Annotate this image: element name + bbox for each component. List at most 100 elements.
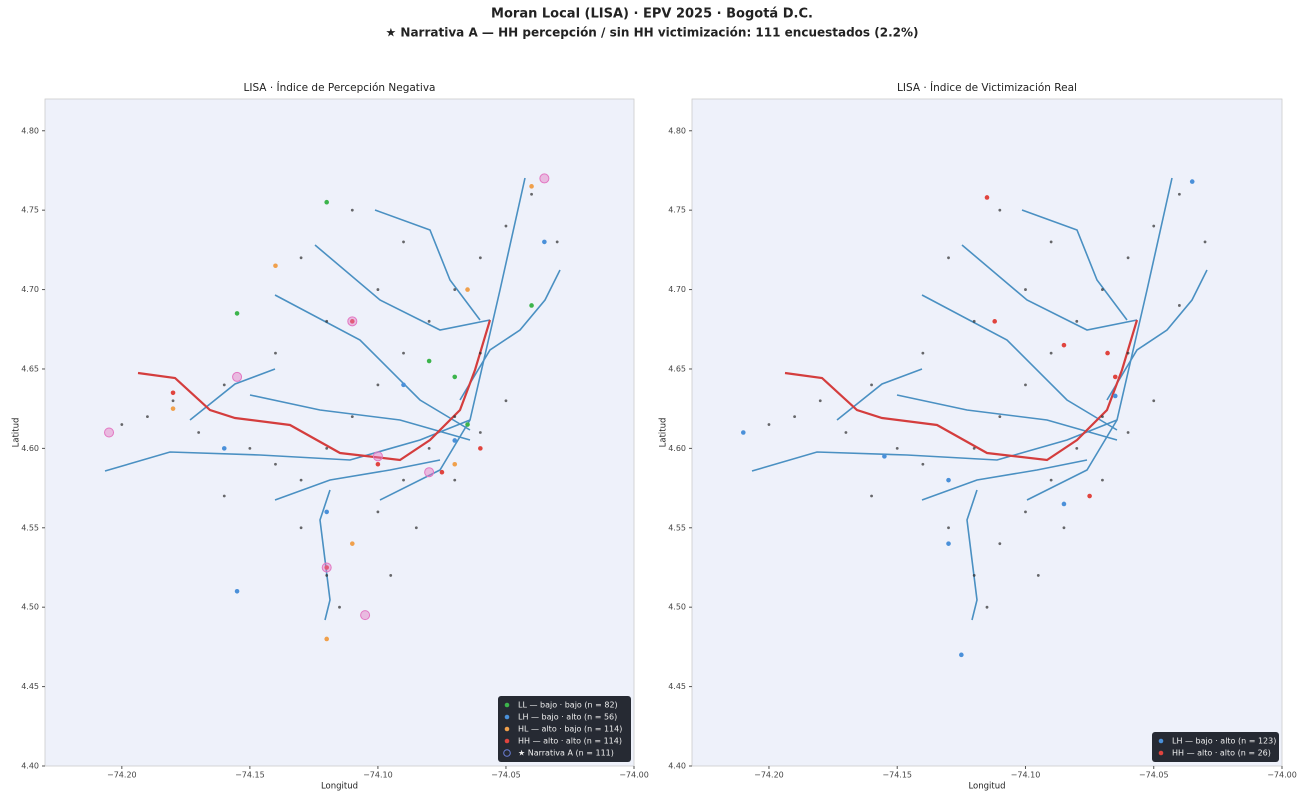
point bbox=[465, 422, 470, 427]
point bbox=[170, 406, 176, 411]
point bbox=[426, 358, 432, 364]
point bbox=[985, 605, 989, 609]
figure-title: Moran Local (LISA) · EPV 2025 · Bogotá D… bbox=[491, 7, 813, 22]
point bbox=[424, 467, 435, 478]
point bbox=[1036, 574, 1040, 577]
y-tick-label: 4.50 bbox=[21, 603, 39, 612]
legend-label: HH — alto · alto (n = 114) bbox=[518, 737, 622, 746]
y-tick-label: 4.70 bbox=[21, 285, 39, 294]
point bbox=[1126, 256, 1130, 260]
x-tick-label: −74.15 bbox=[882, 771, 912, 780]
point bbox=[274, 351, 277, 355]
figure-subtitle: ★ Narrativa A — HH percepción / sin HH v… bbox=[385, 26, 918, 40]
plot-area bbox=[44, 98, 635, 767]
point bbox=[1152, 224, 1156, 228]
point bbox=[972, 574, 976, 577]
point bbox=[465, 287, 470, 292]
x-axis-label: Longitud bbox=[968, 782, 1005, 792]
point bbox=[1203, 240, 1207, 244]
legend-label: LL — bajo · bajo (n = 82) bbox=[518, 701, 618, 710]
point bbox=[120, 423, 124, 426]
point bbox=[504, 399, 508, 403]
x-tick-label: −74.05 bbox=[491, 771, 521, 780]
point bbox=[1105, 350, 1110, 356]
point bbox=[222, 383, 226, 387]
point bbox=[530, 192, 533, 196]
x-tick-label: −74.00 bbox=[619, 771, 649, 780]
point bbox=[350, 541, 355, 546]
y-tick-label: 4.70 bbox=[668, 285, 686, 294]
legend-marker bbox=[504, 726, 510, 732]
point bbox=[321, 562, 332, 573]
legend-box bbox=[1152, 732, 1279, 762]
point bbox=[998, 208, 1002, 212]
point bbox=[402, 478, 405, 482]
point bbox=[1024, 383, 1027, 387]
point bbox=[222, 494, 226, 498]
point bbox=[427, 319, 431, 323]
legend-label: HL — alto · bajo (n = 114) bbox=[518, 725, 622, 734]
x-tick-label: −74.15 bbox=[235, 771, 265, 780]
y-axis-label: Latitud bbox=[12, 418, 22, 448]
point bbox=[984, 195, 990, 200]
point bbox=[1024, 288, 1027, 291]
y-tick-label: 4.75 bbox=[668, 206, 686, 215]
y-tick-label: 4.75 bbox=[21, 206, 39, 215]
panel: LISA · Índice de Percepción Negativa Long… bbox=[12, 81, 649, 792]
point bbox=[1101, 415, 1104, 419]
point bbox=[870, 383, 873, 387]
y-tick-label: 4.80 bbox=[668, 126, 686, 135]
point bbox=[946, 541, 951, 546]
point bbox=[1062, 526, 1066, 530]
legend-marker bbox=[504, 702, 510, 708]
point bbox=[542, 239, 547, 245]
point bbox=[325, 574, 329, 577]
point bbox=[402, 351, 405, 355]
point bbox=[529, 184, 534, 189]
point bbox=[376, 383, 380, 387]
legend-label: LH — bajo · alto (n = 56) bbox=[518, 713, 617, 722]
point bbox=[998, 542, 1002, 546]
point bbox=[338, 605, 341, 609]
point bbox=[350, 415, 354, 419]
point bbox=[895, 446, 899, 450]
panel-title: LISA · Índice de Percepción Negativa bbox=[244, 81, 436, 94]
point bbox=[1061, 501, 1067, 507]
point bbox=[402, 240, 405, 244]
y-tick-label: 4.55 bbox=[668, 523, 686, 532]
point bbox=[1024, 510, 1027, 514]
point bbox=[1112, 374, 1118, 380]
point bbox=[921, 462, 925, 466]
point bbox=[299, 478, 303, 482]
point bbox=[324, 199, 329, 205]
y-tick-label: 4.50 bbox=[668, 603, 686, 612]
point bbox=[947, 526, 950, 530]
point bbox=[992, 319, 997, 324]
point bbox=[376, 288, 380, 291]
point bbox=[529, 303, 534, 308]
y-tick-label: 4.40 bbox=[668, 762, 686, 771]
legend-label: HH — alto · alto (n = 26) bbox=[1172, 749, 1271, 758]
y-tick-label: 4.45 bbox=[668, 682, 686, 691]
point bbox=[1177, 192, 1181, 196]
y-axis-label: Latitud bbox=[659, 418, 669, 448]
point bbox=[453, 288, 457, 291]
point bbox=[389, 574, 393, 577]
point bbox=[1075, 446, 1079, 450]
point bbox=[324, 509, 329, 515]
point bbox=[146, 415, 149, 419]
point bbox=[350, 319, 355, 324]
point bbox=[882, 454, 887, 459]
point bbox=[452, 461, 458, 467]
point bbox=[360, 610, 371, 621]
point bbox=[1126, 431, 1130, 434]
point bbox=[1087, 493, 1092, 499]
point bbox=[946, 477, 951, 483]
point bbox=[248, 446, 252, 450]
y-tick-label: 4.65 bbox=[21, 364, 39, 373]
x-tick-label: −74.20 bbox=[754, 771, 784, 780]
legend: LL — bajo · bajo (n = 82) LH — bajo · alt… bbox=[498, 696, 631, 762]
y-tick-label: 4.60 bbox=[668, 444, 686, 453]
point bbox=[299, 256, 303, 260]
